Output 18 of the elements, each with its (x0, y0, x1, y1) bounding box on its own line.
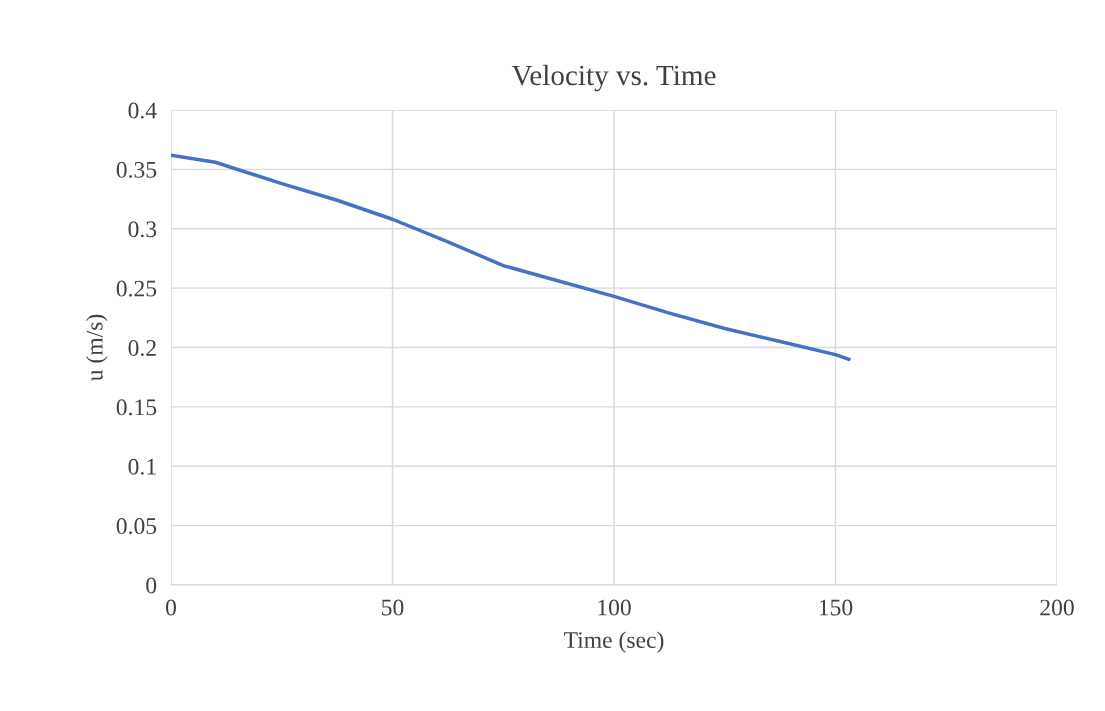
y-tick-label: 0 (146, 577, 157, 594)
y-tick-label: 0.15 (116, 399, 157, 416)
line-series (171, 153, 851, 362)
y-tick-label: 0.25 (116, 280, 157, 297)
y-tick-label: 0.35 (116, 161, 157, 178)
y-axis-title: u (m/s) (86, 314, 108, 381)
x-tick-label: 150 (819, 599, 853, 616)
y-tick-label: 0.3 (128, 221, 157, 238)
y-tick-label: 0.2 (128, 339, 156, 357)
x-tick-label: 0 (166, 599, 176, 616)
chart-title: Velocity vs. Time (511, 64, 716, 92)
y-tick-label: 0.05 (116, 518, 157, 535)
x-axis-title: Time (sec) (564, 631, 664, 653)
x-tick-label: 100 (598, 599, 631, 616)
x-tick-label: 50 (382, 599, 404, 616)
x-tick-label: 200 (1040, 599, 1074, 616)
y-tick-label: 0.1 (128, 458, 156, 475)
y-tick-label: 0.4 (128, 102, 157, 119)
